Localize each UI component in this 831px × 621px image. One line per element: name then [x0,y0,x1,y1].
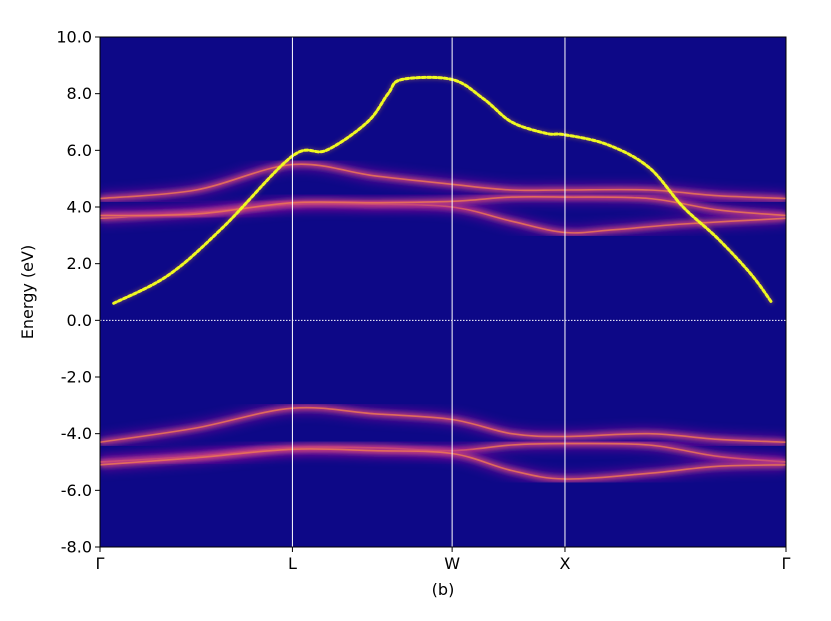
x-tick-label: W [444,554,460,573]
band-cond-a [100,158,786,205]
x-tick-label: X [559,554,570,573]
band-val-a [100,401,786,449]
y-tick-label: 10.0 [56,28,92,47]
x-tick-label: Γ [782,554,791,573]
chart-caption: (b) [432,580,455,599]
y-tick-label: -6.0 [61,481,92,500]
x-tick-label: L [288,554,297,573]
y-tick-label: 6.0 [67,141,92,160]
x-tick-label: Γ [96,554,105,573]
y-tick-label: -2.0 [61,368,92,387]
band-bright [112,75,774,306]
y-tick-label: -4.0 [61,424,92,443]
y-axis-label: Energy (eV) [18,245,37,339]
plot-frame [99,36,787,548]
spectral-bands [100,75,786,486]
y-tick-label: 2.0 [67,254,92,273]
y-tick-label: 8.0 [67,84,92,103]
y-axis: -8.0 -6.0 -4.0 -2.0 0.0 2.0 4.0 6.0 8.0 10.0 [56,28,100,557]
y-tick-label: 0.0 [67,311,92,330]
y-tick-label: -8.0 [61,538,92,557]
y-tick-label: 4.0 [67,198,92,217]
high-symmetry-lines [291,37,566,547]
band-val-c [100,442,786,486]
